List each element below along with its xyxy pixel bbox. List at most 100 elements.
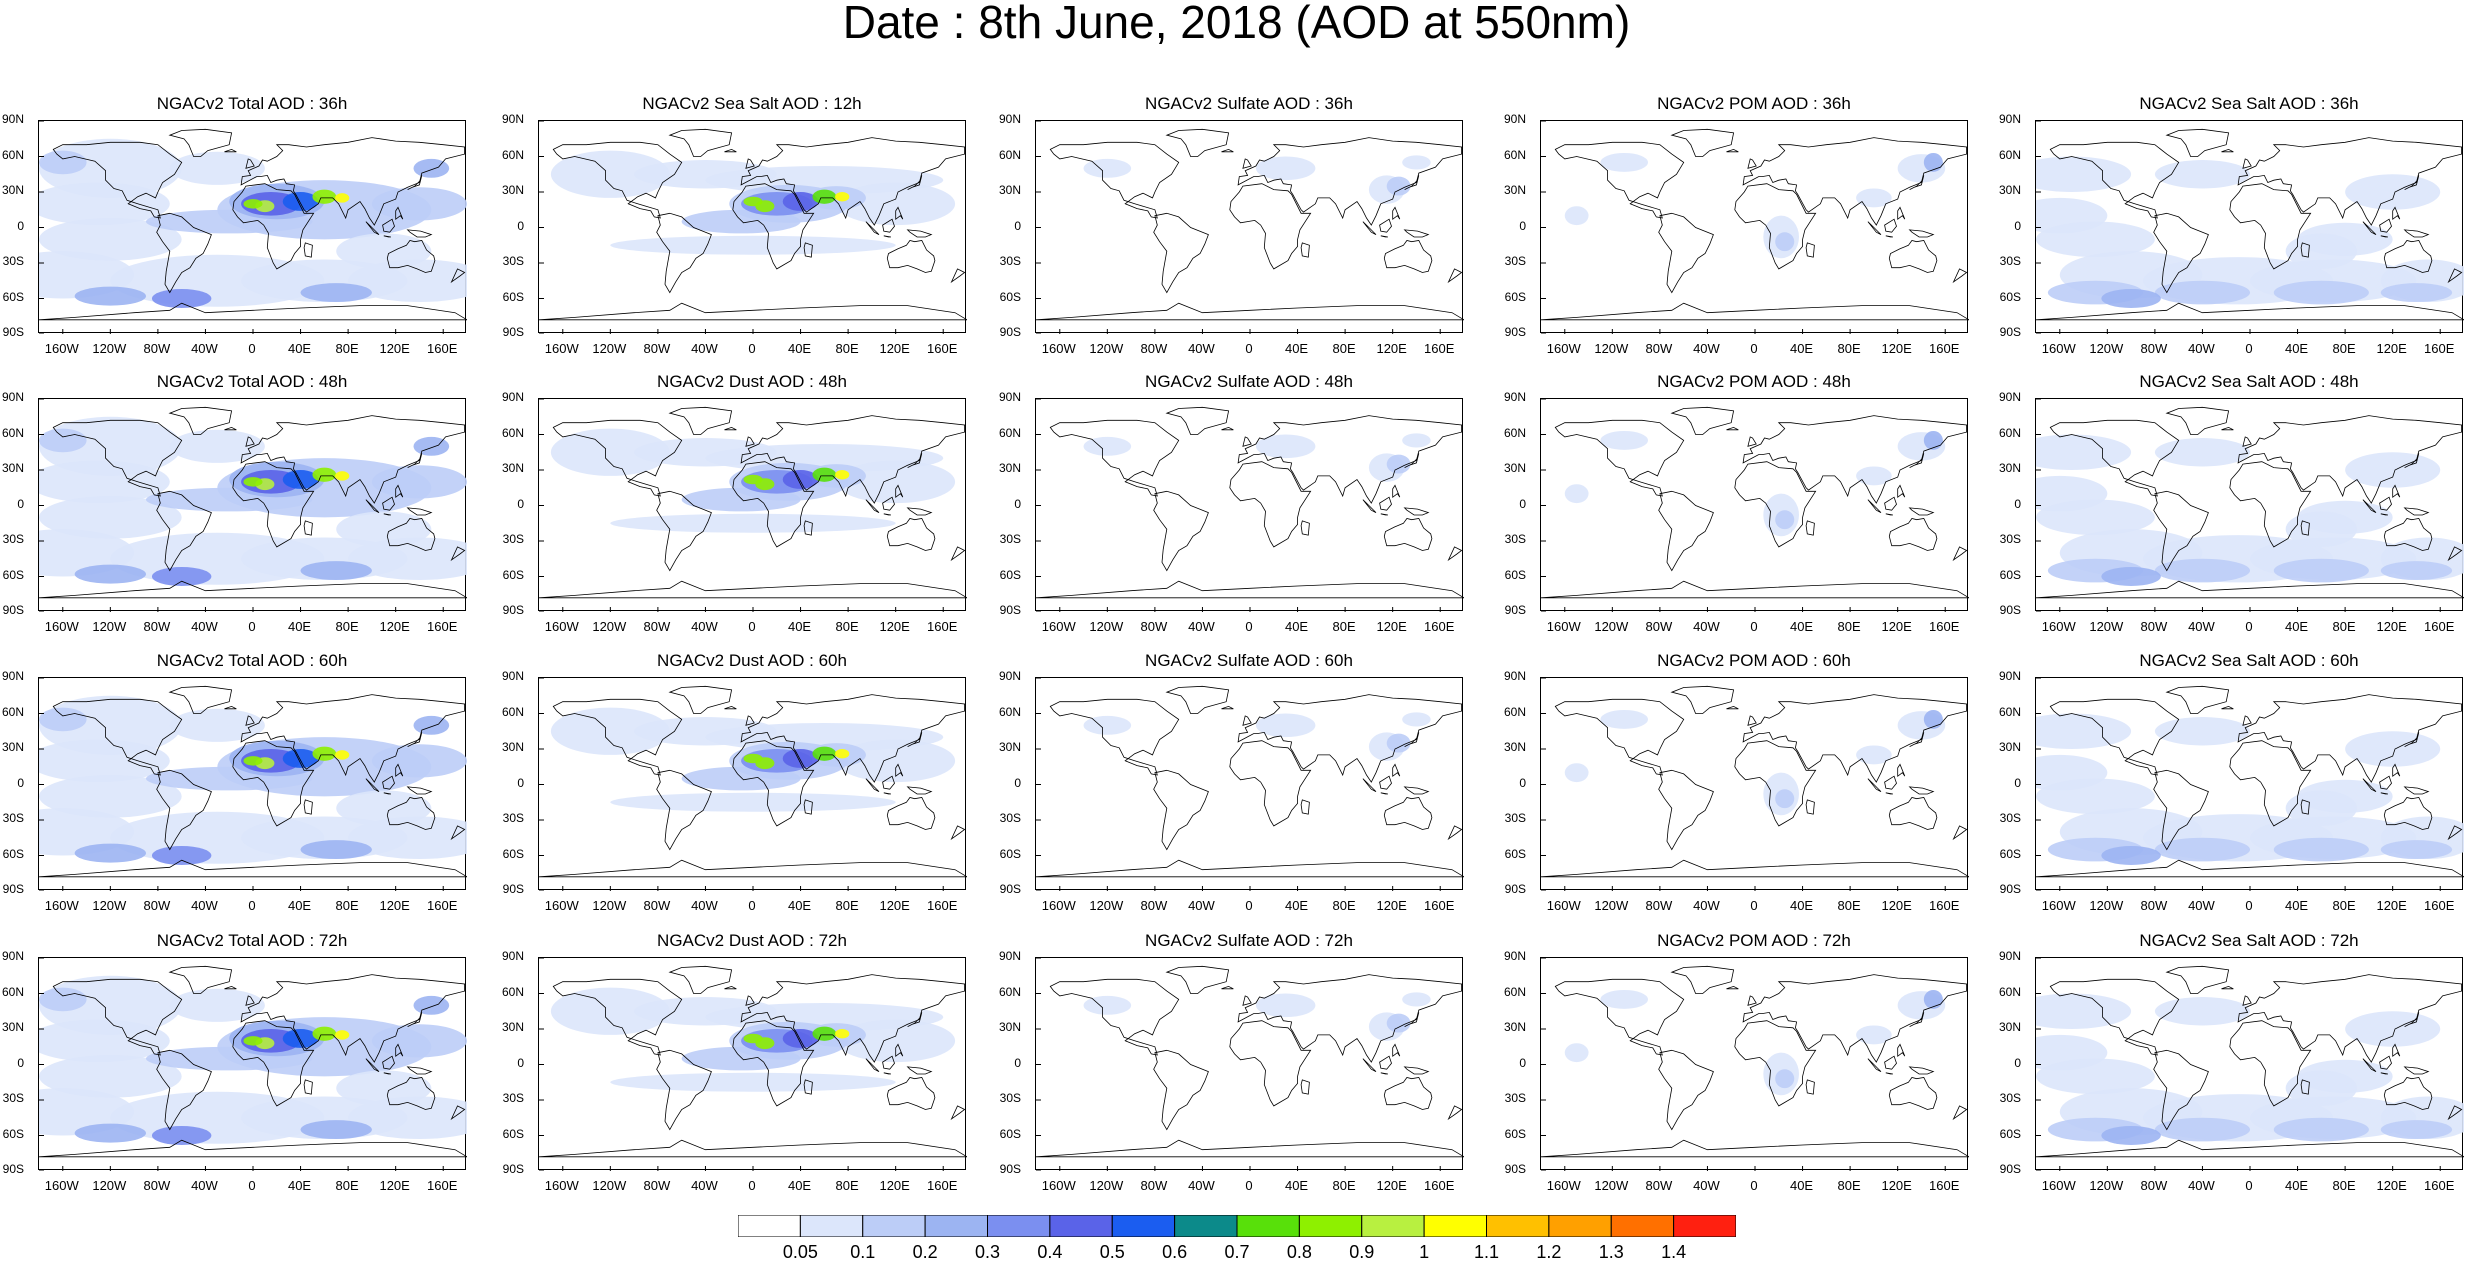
coastline: [803, 1079, 813, 1095]
lon-tick-label: 40E: [787, 898, 812, 913]
lat-tick-label: 30S: [1999, 1091, 2021, 1105]
aod-plume: [39, 1055, 182, 1098]
coastline: [1726, 705, 1739, 710]
lat-tick-label: 60N: [1999, 984, 2022, 999]
aod-plume: [39, 251, 135, 299]
aod-plume: [812, 1026, 837, 1041]
aod-plume: [336, 1070, 432, 1106]
coastline: [450, 1105, 466, 1121]
aod-plume: [1402, 992, 1431, 1007]
coastline: [2229, 1020, 2312, 1107]
coastline: [1747, 158, 1757, 169]
coastline: [2379, 775, 2392, 790]
lon-tick-label: 40E: [287, 1178, 312, 1193]
lat-tick-label: 30S: [2, 532, 24, 546]
coastline: [1447, 546, 1463, 562]
aod-plume: [336, 790, 432, 826]
aod-plume: [1386, 176, 1411, 196]
lon-tick-label: 40W: [1693, 341, 1720, 356]
lat-tick-label: 30S: [1999, 532, 2021, 546]
colorbar-label: 0.3: [974, 1242, 1001, 1262]
lon-tick-label: 120W: [2089, 1178, 2124, 1193]
lat-tick-label: 90N: [502, 949, 525, 963]
coastline: [1885, 513, 1893, 516]
lon-tick-label: 120W: [1594, 898, 1629, 913]
coastline: [240, 415, 465, 504]
lon-tick-label: 40E: [1284, 898, 1309, 913]
lon-tick-label: 80E: [1332, 898, 1356, 913]
aod-plume: [2154, 837, 2250, 862]
aod-plume: [1856, 466, 1892, 486]
lon-tick-label: 0: [1750, 1178, 1758, 1193]
lat-tick-label: 30N: [1999, 740, 2022, 754]
aod-plume: [743, 1033, 763, 1044]
coastline: [39, 302, 467, 321]
coastline: [1153, 769, 1209, 851]
lat-tick-label: 30N: [1999, 1020, 2022, 1034]
lon-tick-label: 120W: [592, 341, 627, 356]
coastline: [2300, 242, 2310, 258]
coastline: [1403, 1066, 1430, 1075]
aod-plume: [74, 843, 146, 863]
aod-plume: [743, 753, 763, 764]
colorbar-label: 0.1: [850, 1242, 876, 1262]
panel-title: NGACv2 POM AOD : 60h: [1657, 651, 1851, 670]
lon-tick-label: 120W: [1594, 341, 1629, 356]
coastline: [52, 698, 183, 776]
lat-tick-label: 30S: [2, 811, 24, 825]
coastline: [407, 1012, 423, 1027]
coastline: [1404, 732, 1420, 747]
coastline: [1404, 1012, 1420, 1027]
lon-tick-label: 80E: [2332, 898, 2356, 913]
aod-plume: [1255, 156, 1316, 181]
coastline: [883, 792, 891, 795]
aod-plume: [835, 192, 850, 202]
aod-plume: [39, 150, 87, 175]
map-panel: [1035, 677, 1464, 891]
aod-plume: [1564, 206, 1589, 226]
lon-tick-label: 40W: [191, 1178, 218, 1193]
map-panel: [538, 677, 967, 891]
coastline: [1242, 436, 1252, 447]
coastline: [1897, 763, 1906, 777]
lon-tick-label: 40E: [1789, 898, 1814, 913]
lon-tick-label: 120E: [1376, 341, 1407, 356]
lat-tick-label: 30N: [1999, 461, 2022, 475]
coastline: [2362, 778, 2377, 792]
lat-tick-label: 30N: [2, 183, 25, 197]
coastline: [168, 406, 233, 435]
aod-plume: [169, 708, 265, 742]
coastline: [2242, 436, 2252, 447]
coastline: [2221, 705, 2234, 710]
coastline: [1049, 141, 1180, 219]
panel-title: NGACv2 Sea Salt AOD : 60h: [2139, 651, 2359, 670]
coastline: [732, 461, 815, 548]
lon-tick-label: 40W: [1188, 341, 1215, 356]
coastline: [668, 965, 733, 994]
lon-tick-label: 0: [1750, 341, 1758, 356]
coastline: [1805, 520, 1815, 536]
lat-tick-label: 60N: [999, 984, 1022, 999]
coastline: [1221, 426, 1234, 431]
lon-tick-label: 80E: [1837, 619, 1861, 634]
lat-tick-label: 90S: [1999, 1162, 2021, 1176]
coastline: [1541, 859, 1969, 878]
lat-tick-label: 90N: [2, 112, 25, 126]
lon-tick-label: 40E: [787, 619, 812, 634]
aod-plume: [1856, 188, 1892, 208]
coastline: [1153, 490, 1209, 572]
aod-plume: [2154, 280, 2250, 305]
lat-tick-label: 90N: [1999, 669, 2022, 683]
lon-tick-label: 80E: [835, 341, 859, 356]
coastline: [2237, 137, 2462, 226]
map-plot: [1036, 958, 1464, 1171]
aod-plume: [836, 739, 956, 783]
lon-tick-label: 0: [248, 1178, 256, 1193]
aod-plume: [335, 193, 350, 203]
aod-plume: [782, 192, 819, 211]
map-panel: [538, 398, 967, 612]
coastline: [2362, 221, 2377, 235]
lat-tick-label: 60N: [1504, 984, 1527, 999]
lon-tick-label: 120E: [1881, 619, 1912, 634]
lat-tick-label: 0: [517, 218, 524, 233]
